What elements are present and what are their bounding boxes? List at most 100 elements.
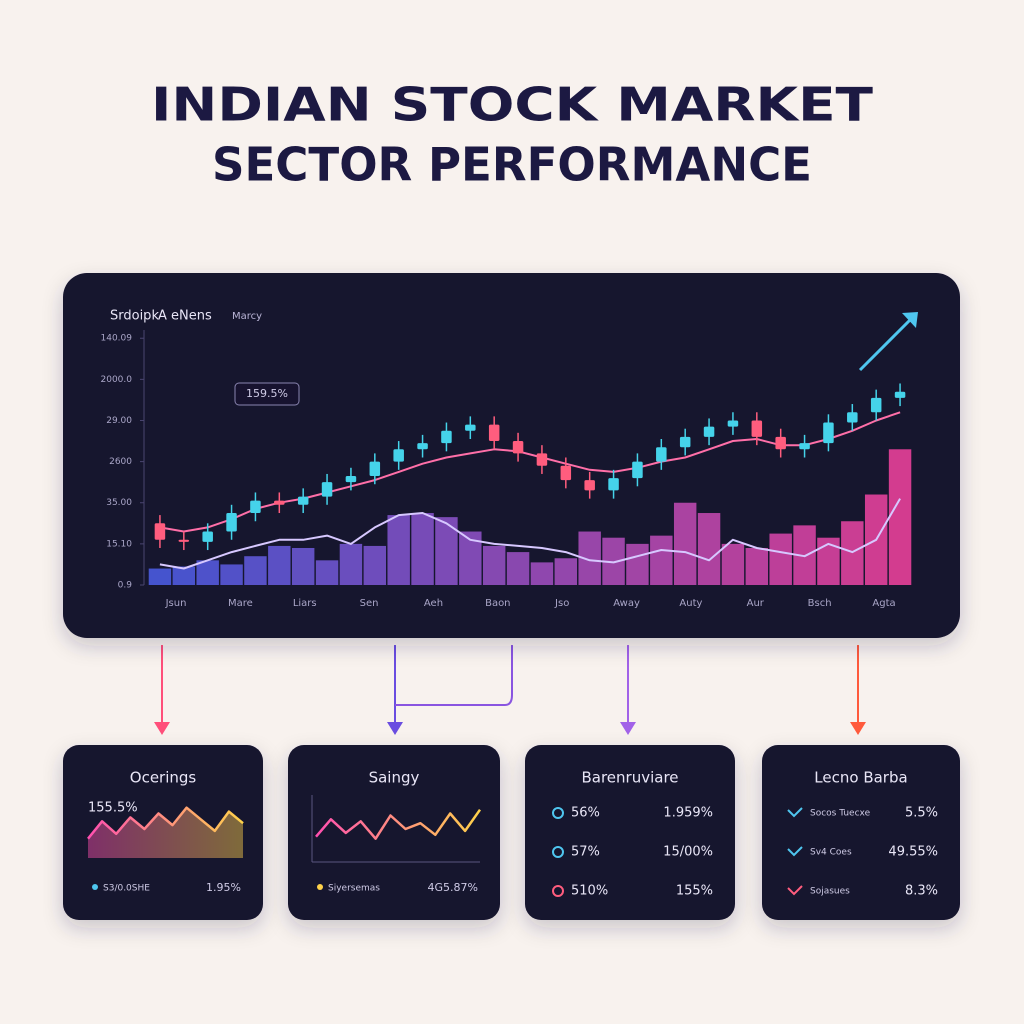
y-tick-label: 29.00 [106,416,132,426]
row-label: 56% [571,806,600,821]
card-footer: 1.95% [206,881,241,894]
volume-bar [697,513,721,585]
volume-bar [626,543,649,585]
candle-body [703,426,715,437]
candle-body [894,391,906,398]
card-title: Ocerings [130,769,197,787]
volume-bar [244,556,267,585]
row-label: 510% [571,884,608,899]
candle-body [297,496,309,505]
row-value: 15/00% [663,845,713,860]
x-tick-label: Liars [293,598,317,609]
candle-body [321,482,333,497]
candle-body [536,453,548,466]
x-tick-label: Baon [485,598,510,609]
volume-bar [291,547,315,585]
volume-bar [506,552,530,585]
y-tick-label: 2000.0 [101,375,133,385]
volume-bar [315,560,339,585]
y-tick-label: 15.10 [106,539,132,549]
volume-bar [769,533,792,585]
annotation-box [234,382,300,406]
card [525,745,735,920]
volume-bar [817,537,840,585]
mini-line [87,806,244,840]
volume-bar [673,502,697,585]
connectors [154,645,866,735]
candle-body [178,539,190,542]
x-tick-label: Bsch [808,598,832,609]
candle-body [632,461,643,479]
card-label: 155.5% [88,801,138,816]
y-tick-label: 0.9 [118,581,133,591]
x-tick-label: Mare [228,598,253,609]
footer-dot [317,884,323,890]
row-icon [552,846,564,858]
row-value: 8.3% [905,884,938,899]
volume-bar [578,531,601,585]
row-icon [787,807,803,818]
volume-bar [745,547,769,585]
trend-arrowhead [902,312,918,328]
card-footer: Siyersemas [328,884,380,894]
candle-body [250,500,261,514]
candle-body [847,412,858,423]
header-label: Marcy [232,311,262,322]
candle-body [679,436,691,448]
x-tick-label: Jso [554,598,569,609]
candle-body [799,443,810,450]
candle-body [202,531,213,542]
row-label: Sv4 Coes [810,848,852,858]
volume-bar [363,545,387,585]
volume-bar [841,521,864,585]
cards: Ocerings 155.5% S3/0.0SHE 1.95% Saingy Siyers… [87,769,938,899]
candle-body [417,443,428,450]
volume-bar [172,566,196,585]
candle-body [512,441,524,454]
candle-body [345,476,357,483]
candle-body [656,447,667,462]
row-label: Socos Tuecxe [810,809,871,819]
annotation: 159.5% [246,387,288,400]
row-value: 1.959% [663,806,713,821]
row-label: Sojasues [810,887,850,897]
candle-body [488,424,500,442]
mini-area [88,807,243,858]
volume-bar [148,568,172,585]
row-label: 57% [571,845,600,860]
volume-bar [530,562,554,585]
footer-dot [92,884,98,890]
volume-bar [411,513,434,585]
candle-body [465,424,476,431]
candle-body [751,420,763,437]
trend-arrow [858,313,917,372]
volume-bar [459,531,482,585]
row-value: 49.55% [888,845,938,860]
volume-bar [268,545,291,585]
card [762,745,960,920]
x-tick-label: Away [613,598,640,609]
volume-bar [721,543,745,585]
y-tick-label: 2600 [109,457,132,467]
x-tick-label: Aeh [424,598,443,609]
row-icon [552,807,564,819]
candle-body [560,465,572,481]
x-tick-label: Jsun [165,598,187,609]
card [288,745,500,920]
card-title: Barenruviare [581,769,678,787]
main-chart: Srdoipk A eNens Marcy 0.9 15.10 35.00 2600 29.0… [101,309,912,609]
volume-bar [554,558,578,585]
volume-bar [220,564,243,585]
x-tick-label: Auty [679,598,702,609]
card-footer: 4G5.87% [428,881,478,894]
volume-bar [196,560,219,585]
candle-body [870,397,882,413]
candle-body [727,420,739,427]
card-title: Saingy [369,769,420,787]
volume-bar [888,449,912,585]
candle-body [154,523,166,540]
row-value: 155% [676,884,713,899]
candle-body [608,478,619,491]
row-icon [787,846,803,857]
candle-body [775,436,786,450]
